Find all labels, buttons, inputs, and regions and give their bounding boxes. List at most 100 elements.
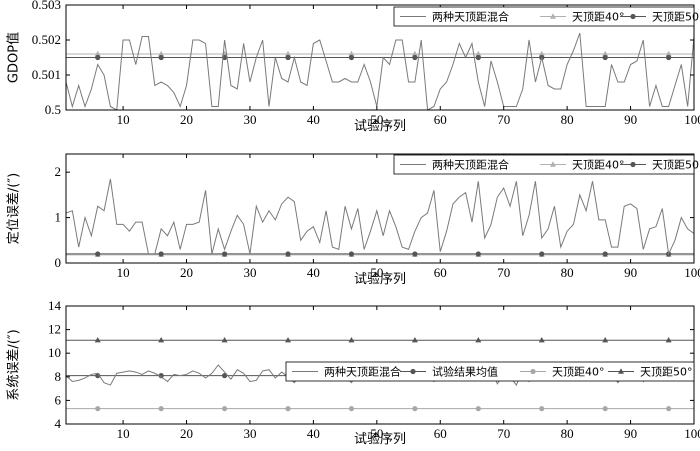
x-tick-label: 60 — [434, 426, 447, 441]
legend-marker — [630, 161, 636, 168]
x-tick-label: 20 — [180, 265, 193, 280]
y-tick-label: 10 — [48, 345, 61, 360]
reference-marker — [285, 251, 291, 257]
legend-label: 两种天顶距混合 — [432, 158, 509, 172]
x-tick-label: 70 — [497, 426, 510, 441]
y-tick-label: 0.5 — [45, 102, 61, 117]
x-tick-label: 100 — [684, 426, 700, 441]
data-line-0 — [65, 32, 695, 111]
y-tick-label: 12 — [48, 322, 61, 337]
x-axis-label: 试验序列 — [354, 271, 406, 287]
y-tick-label: 8 — [55, 369, 62, 384]
reference-marker — [221, 251, 228, 257]
reference-marker — [285, 50, 292, 57]
legend: 两种天顶距混合 天顶距40° 天顶距50° — [393, 154, 700, 175]
plot-frame — [65, 153, 695, 264]
y-tick-label: 6 — [55, 392, 62, 407]
x-tick-label: 50 — [370, 265, 383, 280]
x-tick-label: 10 — [117, 265, 130, 280]
x-tick-label: 50 — [370, 112, 383, 127]
x-tick-label: 10 — [117, 112, 130, 127]
reference-marker — [94, 50, 101, 57]
panel-3: 10 20 30 40 50 60 70 80 90 100 4 6 8 10 12 14 试验序列 系统误差/(… — [7, 298, 700, 447]
reference-marker — [412, 251, 418, 257]
x-tick-label: 80 — [561, 112, 574, 127]
reference-marker — [539, 251, 545, 257]
x-tick-label: 70 — [497, 265, 510, 280]
reference-marker — [539, 406, 545, 412]
reference-marker — [602, 50, 609, 57]
x-tick-label: 60 — [434, 265, 447, 280]
y-tick-label: 0 — [55, 255, 62, 270]
x-tick-label: 30 — [243, 426, 256, 441]
y-tick-label: 0.503 — [32, 0, 61, 12]
reference-marker — [666, 406, 672, 412]
legend-marker — [410, 368, 416, 375]
reference-marker — [602, 54, 608, 61]
legend-label: 天顶距50° — [640, 366, 693, 379]
y-tick-label: 1 — [55, 210, 62, 225]
legend-label: 两种天顶距混合 — [324, 365, 401, 379]
reference-marker — [348, 406, 355, 412]
y-axis-label: 系统误差/(″) — [7, 329, 22, 400]
reference-marker — [411, 50, 418, 57]
reference-marker — [158, 50, 165, 57]
reference-marker — [602, 406, 608, 412]
reference-marker — [348, 251, 355, 257]
reference-marker — [602, 337, 609, 343]
reference-marker — [285, 54, 291, 61]
y-axis-label: GDOP值 — [6, 32, 22, 83]
reference-marker — [158, 406, 164, 412]
x-tick-label: 40 — [307, 426, 320, 441]
legend: 两种天顶距混合 天顶距40° 天顶距50° — [393, 6, 700, 27]
x-tick-label: 30 — [243, 112, 256, 127]
legend-label: 天顶距40° — [572, 159, 625, 172]
x-tick-label: 90 — [624, 265, 637, 280]
x-tick-label: 10 — [117, 426, 130, 441]
reference-marker — [158, 54, 164, 61]
reference-marker — [475, 251, 481, 257]
x-tick-label: 90 — [624, 426, 637, 441]
x-axis-label: 试验序列 — [354, 118, 406, 134]
legend-marker — [550, 161, 556, 167]
reference-marker — [475, 406, 481, 412]
reference-marker — [475, 54, 481, 61]
legend-label: 两种天顶距混合 — [432, 10, 509, 24]
legend-label: 天顶距40° — [552, 366, 605, 379]
legend-label: 天顶距50° — [652, 159, 700, 172]
reference-marker — [475, 50, 482, 57]
x-tick-label: 70 — [497, 112, 510, 127]
legend-label: 试验结果均值 — [432, 365, 498, 379]
reference-marker — [221, 373, 228, 379]
reference-marker — [412, 54, 418, 61]
x-tick-label: 20 — [180, 112, 193, 127]
reference-marker — [95, 406, 101, 412]
legend-label: 天顶距40° — [572, 11, 625, 24]
reference-marker — [665, 337, 672, 343]
reference-marker — [412, 406, 418, 412]
x-tick-label: 20 — [180, 426, 193, 441]
reference-marker — [602, 251, 608, 257]
x-tick-label: 80 — [561, 426, 574, 441]
y-axis-label: 定位误差/(″) — [7, 173, 22, 244]
x-tick-label: 90 — [624, 112, 637, 127]
reference-marker — [221, 337, 228, 343]
reference-marker — [158, 373, 164, 379]
x-tick-label: 80 — [561, 265, 574, 280]
reference-marker — [411, 337, 418, 343]
y-tick-label: 0.502 — [32, 32, 61, 47]
data-line-0 — [65, 178, 695, 256]
reference-marker — [158, 337, 165, 343]
x-tick-label: 60 — [434, 112, 447, 127]
x-axis-label: 试验序列 — [354, 431, 406, 447]
y-tick-label: 2 — [55, 164, 62, 179]
reference-marker — [221, 406, 228, 412]
reference-marker — [348, 54, 355, 61]
legend-label: 天顶距50° — [652, 11, 700, 24]
legend-marker — [618, 368, 624, 374]
panel-1: 10 20 30 40 50 60 70 80 90 100 0.5 0.501 0.502 0.503 试… — [6, 0, 700, 134]
y-tick-label: 4 — [55, 416, 62, 431]
reference-marker — [348, 50, 355, 57]
x-tick-label: 40 — [307, 112, 320, 127]
